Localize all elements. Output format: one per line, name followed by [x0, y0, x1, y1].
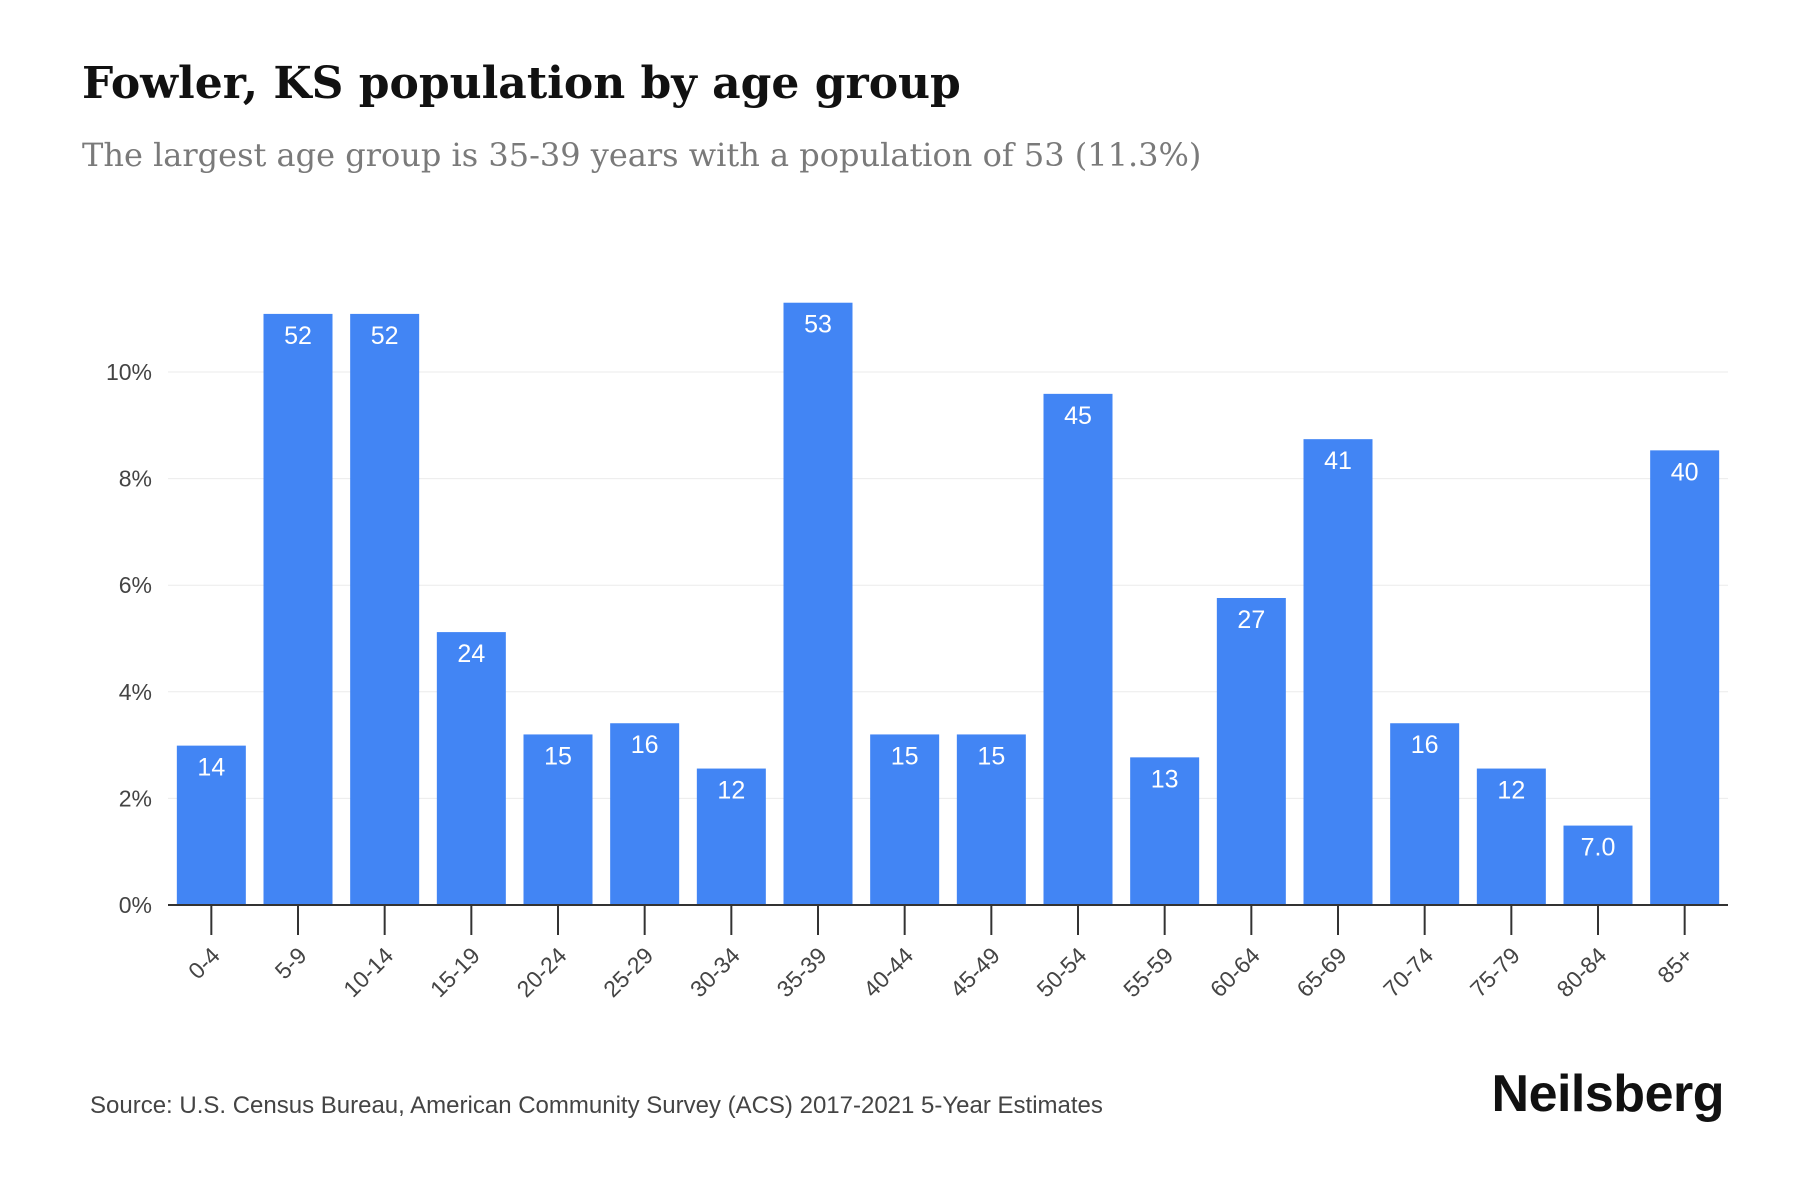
- bar: [610, 723, 680, 905]
- x-axis: 0-4 5-9 10-14 15-19 20-24 25-29 30-34 35-39 40-4…: [168, 904, 1728, 1002]
- bar: [956, 734, 1026, 905]
- x-tick-label: 70-74: [1378, 942, 1438, 1002]
- x-tick-label: 10-14: [338, 942, 398, 1002]
- x-tick-label: 20-24: [512, 942, 572, 1002]
- bar-value-label: 12: [717, 777, 745, 805]
- bar: [350, 313, 420, 905]
- bar-value-label: 7.0: [1581, 834, 1616, 862]
- bar: [1476, 768, 1546, 905]
- y-tick-label: 8%: [119, 466, 152, 492]
- x-tick-label: 60-64: [1205, 942, 1265, 1002]
- bar-value-label: 27: [1237, 606, 1265, 634]
- bar-value-label: 16: [631, 731, 659, 759]
- x-tick-label: 40-44: [858, 942, 918, 1002]
- bar-value-label: 13: [1151, 765, 1179, 793]
- x-tick-label: 35-39: [772, 942, 832, 1002]
- bar: [1563, 825, 1633, 905]
- bar-value-label: 45: [1064, 402, 1092, 430]
- bar-value-label: 15: [891, 742, 919, 770]
- x-tick-label: 50-54: [1032, 942, 1092, 1002]
- bar-value-label: 52: [284, 322, 312, 350]
- x-tick-label: 55-59: [1118, 942, 1178, 1002]
- bar-value-label: 24: [457, 640, 485, 668]
- source-note: Source: U.S. Census Bureau, American Com…: [90, 1092, 1103, 1119]
- x-tick-label: 80-84: [1552, 942, 1612, 1002]
- bar: [436, 632, 506, 905]
- bar: [783, 302, 853, 906]
- bar: [1130, 757, 1200, 905]
- x-tick-label: 30-34: [685, 942, 745, 1002]
- bar: [263, 313, 333, 905]
- bar: [1650, 450, 1720, 905]
- chart-title: Fowler, KS population by age group: [82, 58, 961, 109]
- y-axis-ticks: 0% 2% 4% 6% 8% 10%: [106, 359, 152, 918]
- bar-value-label: 16: [1411, 731, 1439, 759]
- brand-logo: Neilsberg: [1491, 1065, 1725, 1123]
- bar: [176, 745, 246, 905]
- y-tick-label: 4%: [119, 679, 152, 705]
- y-tick-label: 10%: [106, 359, 152, 385]
- x-tick-label: 65-69: [1292, 942, 1352, 1002]
- bar: [696, 768, 766, 905]
- bar-value-label: 12: [1497, 777, 1525, 805]
- bar: [523, 734, 593, 905]
- bar-value-label: 40: [1671, 458, 1699, 486]
- y-tick-label: 6%: [119, 572, 152, 598]
- x-tick-label: 0-4: [183, 942, 225, 984]
- x-tick-label: 25-29: [598, 942, 658, 1002]
- bar: [1216, 597, 1286, 905]
- bar: [1043, 393, 1113, 905]
- bar-value-label: 15: [544, 742, 572, 770]
- bar-value-label: 14: [197, 754, 225, 782]
- bar-value-label: 52: [371, 322, 399, 350]
- x-tick-label: 45-49: [945, 942, 1005, 1002]
- bars: 14 52 52 24 15 16 12 53 15 15 45 13 27 41 16 12 7.0 40: [176, 302, 1720, 906]
- x-tick-label: 5-9: [270, 942, 312, 984]
- bar-value-label: 41: [1324, 447, 1352, 475]
- y-tick-label: 2%: [119, 785, 152, 811]
- bar-value-label: 53: [804, 311, 832, 339]
- bar: [1390, 723, 1460, 905]
- chart-subtitle: The largest age group is 35-39 years wit…: [82, 136, 1202, 174]
- bar: [1303, 439, 1373, 905]
- x-tick-label: 85+: [1652, 942, 1698, 988]
- y-tick-label: 0%: [119, 892, 152, 918]
- x-tick-label: 15-19: [425, 942, 485, 1002]
- x-tick-label: 75-79: [1465, 942, 1525, 1002]
- bar: [870, 734, 940, 905]
- bar-value-label: 15: [977, 742, 1005, 770]
- gridlines: [168, 371, 1728, 799]
